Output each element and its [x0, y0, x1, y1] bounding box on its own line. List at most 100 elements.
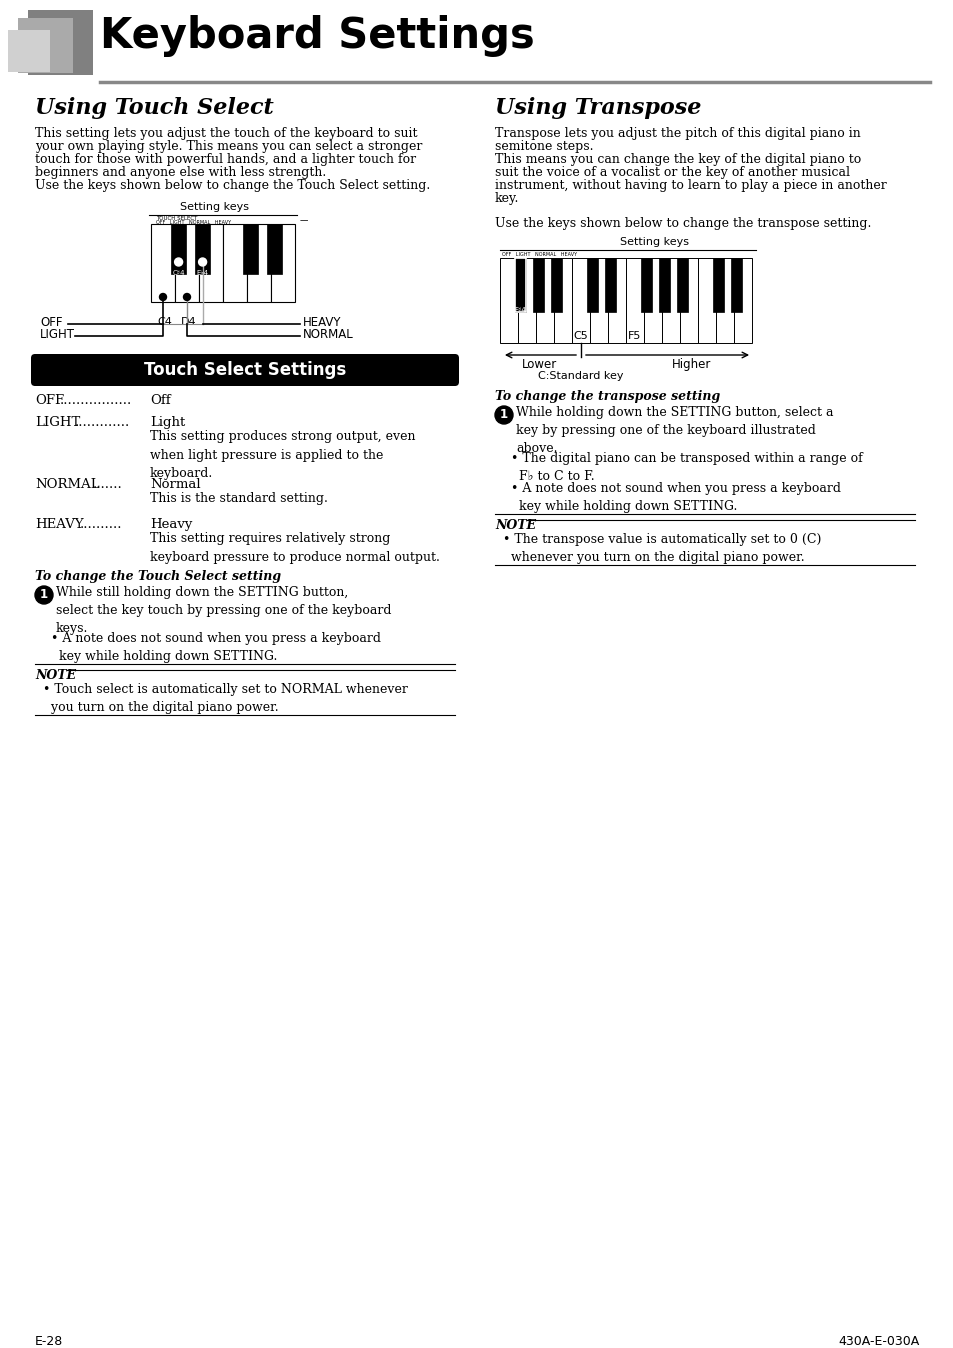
Text: OFF: OFF [35, 394, 64, 407]
Text: Lower: Lower [522, 359, 558, 371]
Text: instrument, without having to learn to play a piece in another: instrument, without having to learn to p… [495, 179, 886, 191]
Text: NOTE: NOTE [35, 669, 76, 682]
Text: .................: ................. [60, 394, 132, 407]
Text: OFF   LIGHT   NORMAL   HEAVY: OFF LIGHT NORMAL HEAVY [501, 252, 577, 257]
Text: .............: ............. [75, 417, 131, 429]
Circle shape [495, 406, 513, 425]
Bar [271, 224, 294, 302]
Text: This setting lets you adjust the touch of the keyboard to suit: This setting lets you adjust the touch o… [35, 127, 417, 140]
Text: NORMAL: NORMAL [303, 329, 354, 341]
Bar [8, 30, 50, 71]
Text: Touch Select Settings: Touch Select Settings [144, 361, 346, 379]
Text: Using Transpose: Using Transpose [495, 97, 700, 119]
Text: D4: D4 [181, 317, 196, 328]
Text: Using Touch Select: Using Touch Select [35, 97, 274, 119]
Text: This setting requires relatively strong
keyboard pressure to produce normal outp: This setting requires relatively strong … [150, 532, 439, 563]
Bar [713, 257, 723, 311]
Text: F♯4: F♯4 [515, 307, 526, 313]
Text: F5: F5 [628, 332, 641, 341]
Text: LIGHT: LIGHT [35, 417, 80, 429]
Text: C5: C5 [573, 332, 588, 341]
Text: Use the keys shown below to change the transpose setting.: Use the keys shown below to change the t… [495, 217, 870, 231]
Bar [607, 257, 625, 342]
Bar [243, 224, 258, 274]
Bar [499, 257, 517, 342]
Text: To change the Touch Select setting: To change the Touch Select setting [35, 570, 281, 582]
Bar [679, 257, 698, 342]
Text: • The digital piano can be transposed within a range of
  F♭ to C to F.: • The digital piano can be transposed wi… [511, 452, 862, 483]
Bar [554, 257, 572, 342]
Text: While holding down the SETTING button, select a
key by pressing one of the keybo: While holding down the SETTING button, s… [516, 406, 833, 456]
Bar [517, 257, 536, 342]
Text: This setting produces strong output, even
when light pressure is applied to the
: This setting produces strong output, eve… [150, 430, 416, 480]
Text: To change the transpose setting: To change the transpose setting [495, 390, 720, 403]
Bar [643, 257, 661, 342]
Text: C4: C4 [157, 317, 172, 328]
Text: Higher: Higher [672, 359, 711, 371]
Bar [174, 224, 199, 302]
Text: E-28: E-28 [35, 1335, 63, 1348]
Text: Heavy: Heavy [150, 518, 193, 531]
Circle shape [174, 257, 182, 266]
FancyBboxPatch shape [30, 355, 458, 386]
Text: This is the standard setting.: This is the standard setting. [150, 492, 328, 506]
Text: .......: ....... [92, 479, 123, 491]
Text: Transpose lets you adjust the pitch of this digital piano in: Transpose lets you adjust the pitch of t… [495, 127, 860, 140]
Text: key.: key. [495, 191, 518, 205]
Bar [587, 257, 598, 311]
Text: While still holding down the SETTING button,
select the key touch by pressing on: While still holding down the SETTING but… [56, 586, 391, 635]
Bar [640, 257, 652, 311]
Text: Keyboard Settings: Keyboard Settings [100, 15, 535, 57]
Text: • A note does not sound when you press a keyboard
  key while holding down SETTI: • A note does not sound when you press a… [511, 483, 841, 514]
Text: —: — [299, 216, 308, 225]
Text: Light: Light [150, 417, 185, 429]
Text: Use the keys shown below to change the Touch Select setting.: Use the keys shown below to change the T… [35, 179, 430, 191]
Bar [247, 224, 271, 302]
Circle shape [183, 294, 191, 301]
Text: OFF: OFF [40, 317, 63, 329]
Text: 1: 1 [40, 589, 48, 601]
Text: NOTE: NOTE [495, 519, 536, 532]
Bar [589, 257, 607, 342]
Bar [171, 224, 186, 274]
Text: TOUCH SELECT: TOUCH SELECT [156, 216, 197, 221]
Text: OFF   LIGHT   NORMAL   HEAVY: OFF LIGHT NORMAL HEAVY [156, 220, 231, 225]
Bar [28, 9, 92, 75]
Text: beginners and anyone else with less strength.: beginners and anyone else with less stre… [35, 166, 326, 179]
Bar [625, 257, 643, 342]
Text: This means you can change the key of the digital piano to: This means you can change the key of the… [495, 154, 861, 166]
Bar [267, 224, 282, 274]
Text: semitone steps.: semitone steps. [495, 140, 593, 154]
Text: 430A-E-030A: 430A-E-030A [838, 1335, 919, 1348]
Bar [698, 257, 716, 342]
Text: your own playing style. This means you can select a stronger: your own playing style. This means you c… [35, 140, 422, 154]
Text: Off: Off [150, 394, 171, 407]
Bar [730, 257, 741, 311]
Bar [659, 257, 670, 311]
Text: E♭4: E♭4 [196, 270, 209, 276]
Text: Setting keys: Setting keys [619, 237, 688, 247]
Bar [533, 257, 543, 311]
Bar [199, 224, 223, 302]
Bar [716, 257, 733, 342]
Text: NORMAL: NORMAL [35, 479, 99, 491]
Bar [572, 257, 589, 342]
Text: C:Standard key: C:Standard key [537, 371, 623, 381]
Bar [195, 224, 210, 274]
Text: ..........: .......... [80, 518, 122, 531]
Bar [18, 18, 73, 73]
Text: touch for those with powerful hands, and a lighter touch for: touch for those with powerful hands, and… [35, 154, 416, 166]
Bar [151, 224, 174, 302]
Text: • A note does not sound when you press a keyboard
  key while holding down SETTI: • A note does not sound when you press a… [51, 632, 380, 663]
Circle shape [198, 257, 207, 266]
Bar [733, 257, 751, 342]
Bar [551, 257, 561, 311]
Bar [536, 257, 554, 342]
Bar [515, 257, 526, 311]
Bar [677, 257, 687, 311]
Text: C♯4: C♯4 [172, 270, 185, 276]
Text: 1: 1 [499, 408, 508, 422]
Text: Setting keys: Setting keys [180, 202, 250, 212]
Bar [223, 224, 247, 302]
Bar [661, 257, 679, 342]
